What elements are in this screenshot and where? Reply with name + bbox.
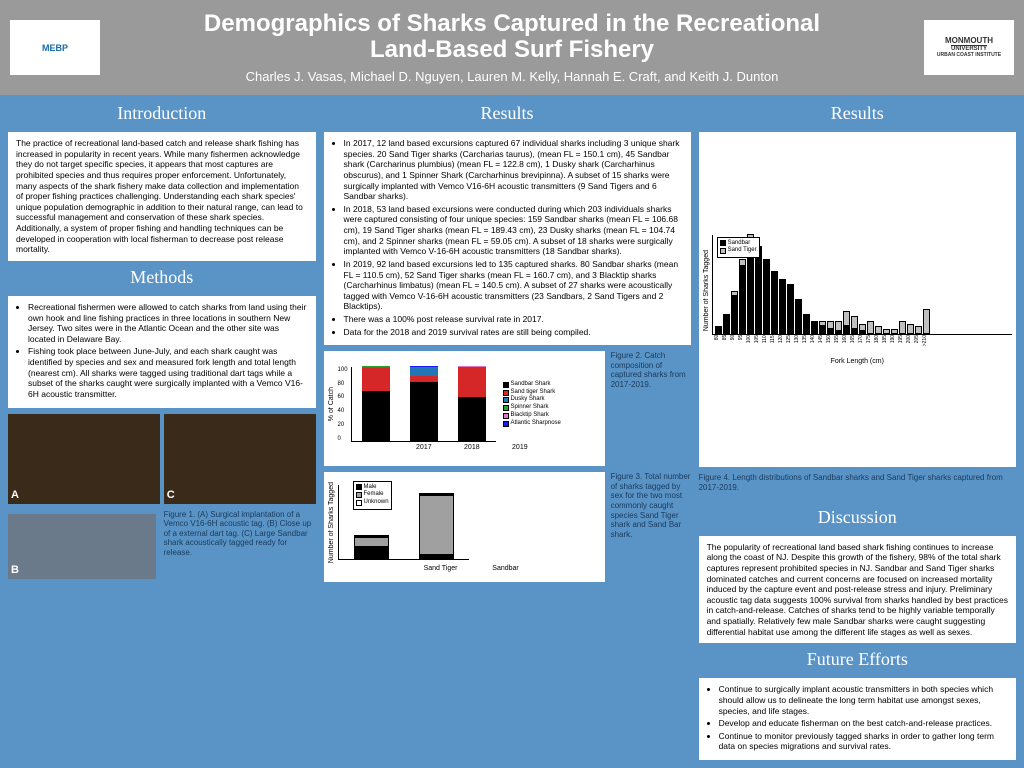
future-box: Continue to surgically implant acoustic … [699,678,1016,760]
poster-content: Introduction The practice of recreationa… [0,95,1024,768]
methods-box: Recreational fishermen were allowed to c… [8,296,316,408]
results-item: Data for the 2018 and 2019 survival rate… [344,327,683,338]
poster-authors: Charles J. Vasas, Michael D. Nguyen, Lau… [100,69,924,84]
figure1-photos: A C [8,414,316,504]
poster-title-line2: Land-Based Surf Fishery [100,37,924,63]
figure1-bottom-row: B Figure 1. (A) Surgical implantation of… [8,510,316,579]
logo-mebp: MEBP [10,20,100,75]
methods-item: Fishing took place between June-July, an… [28,346,308,399]
fig2-ylabel: % of Catch [328,387,335,421]
results-item: There was a 100% post release survival r… [344,314,683,325]
fig4-xlabel: Fork Length (cm) [831,358,884,365]
future-item: Continue to surgically implant acoustic … [719,684,1008,716]
fig3-xlabels: Sand TigerSandbar [423,563,523,572]
photo-a: A [8,414,160,504]
photo-b: B [8,514,156,579]
fig4-xlabels: 8085909510010511011512012513013514014515… [712,335,1012,346]
methods-list: Recreational fishermen were allowed to c… [16,302,308,400]
column-1: Introduction The practice of recreationa… [8,103,316,760]
logo-right-line3: URBAN COAST INSTITUTE [937,53,1001,59]
methods-title: Methods [8,267,316,288]
column-3: Results Number of Sharks Tagged SandbarS… [699,103,1016,760]
figure1-caption: Figure 1. (A) Surgical implantation of a… [160,510,316,579]
discussion-box: The popularity of recreational land base… [699,536,1016,644]
future-title: Future Efforts [699,649,1016,670]
fig4-legend: SandbarSand Tiger [717,237,760,259]
results2-title: Results [699,103,1016,124]
introduction-box: The practice of recreational land-based … [8,132,316,261]
fig2-legend: Sandbar SharkSand tiger SharkDusky Shark… [503,381,561,428]
introduction-title: Introduction [8,103,316,124]
results-box: In 2017, 12 land based excursions captur… [324,132,691,345]
logo-monmouth: MONMOUTH UNIVERSITY URBAN COAST INSTITUT… [924,20,1014,75]
header-text: Demographics of Sharks Captured in the R… [100,11,924,85]
column-2: Results In 2017, 12 land based excursion… [324,103,691,760]
future-item: Continue to monitor previously tagged sh… [719,731,1008,752]
poster-title-line1: Demographics of Sharks Captured in the R… [100,11,924,37]
photo-a-label: A [11,489,19,501]
figure2-row: % of Catch 100806040200 Sandbar SharkSan… [324,351,691,466]
results-item: In 2017, 12 land based excursions captur… [344,138,683,202]
logo-right-line1: MONMOUTH [945,37,993,46]
future-item: Develop and educate fisherman on the bes… [719,718,1008,729]
fig3-legend: MaleFemaleUnknown [353,481,392,510]
photo-b-label: B [11,564,19,576]
figure2-caption: Figure 2. Catch composition of captured … [611,351,691,389]
future-list: Continue to surgically implant acoustic … [707,684,1008,752]
discussion-title: Discussion [699,507,1016,528]
figure3-caption: Figure 3. Total number of sharks tagged … [611,472,691,539]
methods-item: Recreational fishermen were allowed to c… [28,302,308,345]
results-item: In 2019, 92 land based excursions led to… [344,259,683,312]
results-item: In 2018, 53 land based excursions were c… [344,204,683,257]
fig3-ylabel: Number of Sharks Tagged [328,482,335,563]
photo-c: C [164,414,316,504]
photo-c-label: C [167,489,175,501]
figure3-row: Number of Sharks Tagged MaleFemaleUnknow… [324,472,691,582]
figure3-chart: Number of Sharks Tagged MaleFemaleUnknow… [324,472,605,582]
figure4-chart: Number of Sharks Tagged SandbarSand Tige… [699,132,1016,467]
poster-header: MEBP Demographics of Sharks Captured in … [0,0,1024,95]
figure4-caption: Figure 4. Length distributions of Sandba… [699,473,1016,492]
logo-left-text: MEBP [42,43,68,53]
fig2-bars [351,367,496,442]
results-title: Results [324,103,691,124]
fig4-ylabel: Number of Sharks Tagged [703,250,710,331]
results-list: In 2017, 12 land based excursions captur… [332,138,683,337]
figure2-chart: % of Catch 100806040200 Sandbar SharkSan… [324,351,605,466]
fig2-xlabels: 201720182019 [416,442,540,451]
